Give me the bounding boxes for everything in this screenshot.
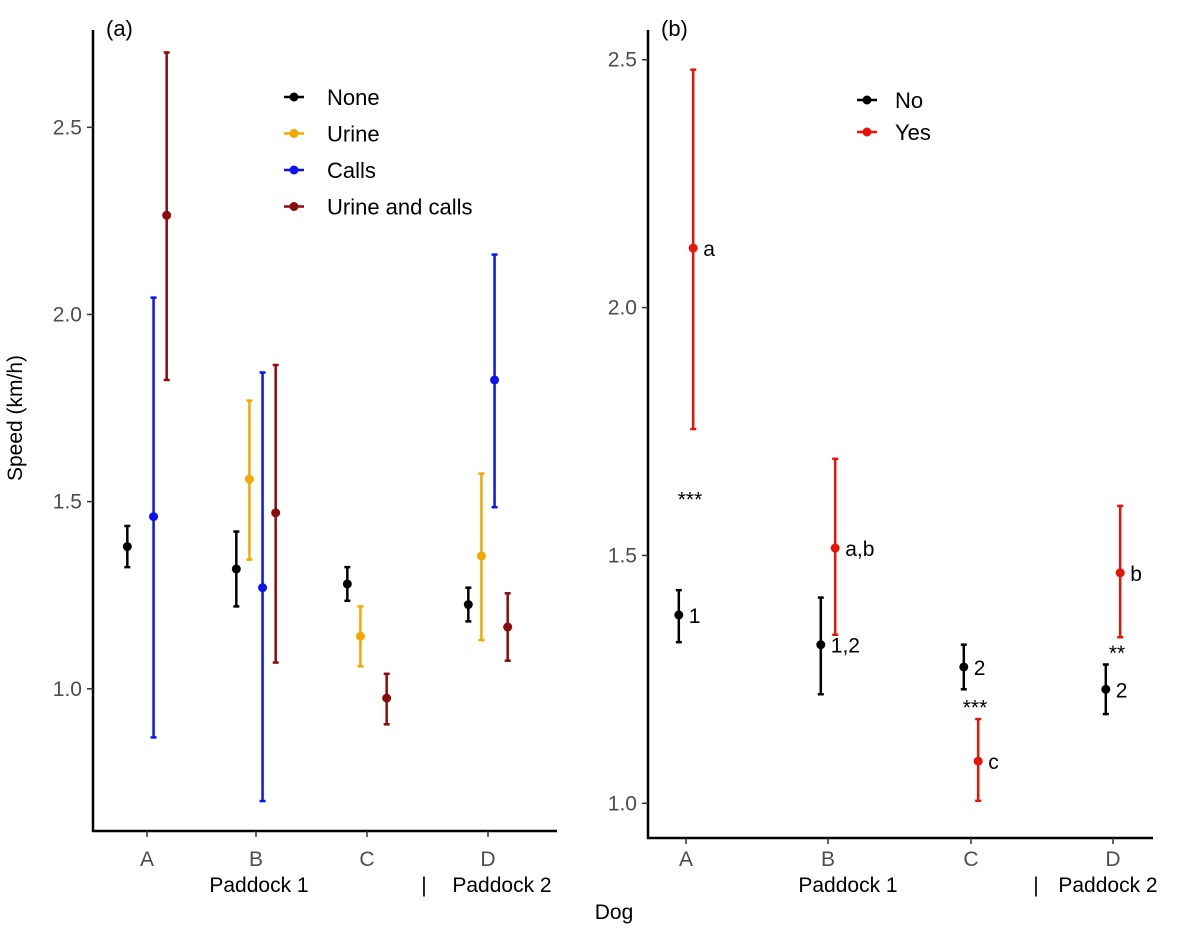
data-point	[342, 579, 352, 589]
legend-label: Calls	[327, 158, 376, 183]
significance-label: ***	[963, 697, 988, 720]
x-tick-label: B	[821, 848, 835, 871]
legend-label: Yes	[895, 120, 931, 145]
legend-label: None	[327, 85, 380, 110]
data-point	[149, 512, 159, 522]
y-tick-label: 2.0	[608, 297, 637, 320]
data-point	[463, 600, 473, 610]
y-tick-label: 2.0	[53, 303, 82, 326]
panel-b-label: (b)	[661, 16, 688, 41]
legend-key-point	[862, 95, 872, 105]
legend-label: No	[895, 88, 923, 113]
data-point	[830, 543, 840, 553]
data-point	[1115, 568, 1125, 578]
data-point	[122, 542, 132, 552]
legend-key-point	[862, 127, 872, 137]
y-tick-label: 1.0	[608, 792, 637, 815]
panel-b-axes: 1.0 1.5 2.0 2.5 A B C D Paddock 1 | Paddock 2	[608, 30, 1158, 897]
legend-label: Urine and calls	[327, 195, 473, 220]
legend-key-point	[289, 165, 299, 175]
legend-key-point	[289, 92, 299, 102]
legend-key-point	[289, 129, 299, 138]
x-tick-label: D	[480, 848, 495, 871]
data-point	[503, 622, 513, 632]
group-label-paddock-1: Paddock 1	[798, 874, 897, 897]
x-tick-label: A	[140, 848, 154, 871]
group-label-paddock-2: Paddock 2	[1058, 874, 1157, 897]
group-separator: |	[1033, 874, 1038, 897]
data-point	[959, 662, 969, 672]
y-tick-label: 1.0	[53, 678, 82, 701]
significance-label: **	[1109, 642, 1125, 665]
data-point	[382, 693, 392, 703]
point-label: a,b	[845, 538, 874, 561]
data-point	[231, 564, 241, 574]
x-tick-label: D	[1105, 848, 1120, 871]
point-label: b	[1130, 563, 1142, 586]
group-label-paddock-2: Paddock 2	[452, 874, 551, 897]
data-point	[244, 474, 254, 484]
data-point	[816, 640, 826, 650]
panel-a-axes: 1.0 1.5 2.0 2.5 A B C D Paddock 1 | Paddock 2	[53, 30, 557, 897]
panel-b-legend: No Yes	[857, 88, 931, 145]
data-point	[1101, 684, 1111, 694]
legend-key-point	[289, 202, 299, 211]
y-tick-label: 1.5	[608, 544, 637, 567]
y-tick-label: 1.5	[53, 491, 82, 514]
point-label: c	[988, 751, 999, 774]
data-point	[490, 375, 500, 385]
data-point	[258, 583, 268, 593]
panel-a-label: (a)	[106, 16, 133, 41]
data-point	[973, 756, 983, 766]
point-label: 1	[689, 605, 701, 628]
group-separator: |	[421, 874, 426, 897]
panel-a-marks	[122, 51, 513, 803]
data-point	[476, 551, 486, 561]
data-point	[271, 508, 281, 518]
point-label: 2	[974, 657, 986, 680]
point-label: a	[703, 238, 715, 261]
y-tick-label: 2.5	[608, 49, 637, 72]
data-point	[674, 610, 684, 620]
x-tick-label: A	[679, 848, 693, 871]
legend-label: Urine	[327, 122, 380, 147]
x-tick-label: C	[963, 848, 978, 871]
y-tick-label: 2.5	[53, 116, 82, 139]
group-label-paddock-1: Paddock 1	[209, 874, 308, 897]
data-point	[162, 210, 172, 220]
x-tick-label: C	[359, 848, 374, 871]
x-tick-label: B	[249, 848, 263, 871]
significance-label: ***	[678, 488, 703, 511]
point-label: 2	[1116, 679, 1128, 702]
panel-a-legend: None Urine Calls Urine and calls	[284, 85, 473, 220]
point-label: 1,2	[831, 635, 860, 658]
y-axis-title: Speed (km/h)	[4, 355, 27, 481]
data-point	[688, 243, 698, 253]
x-axis-title: Dog	[595, 901, 634, 924]
data-point	[355, 631, 365, 641]
